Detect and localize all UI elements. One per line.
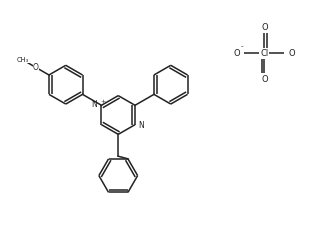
Text: +: + <box>100 99 106 104</box>
Text: CH₃: CH₃ <box>17 57 29 63</box>
Text: O: O <box>33 63 39 72</box>
Text: -: - <box>240 43 243 50</box>
Text: O: O <box>289 49 295 58</box>
Text: N: N <box>92 100 98 109</box>
Text: O: O <box>261 75 268 84</box>
Text: O: O <box>261 23 268 32</box>
Text: Cl: Cl <box>260 49 268 58</box>
Text: O: O <box>233 49 240 58</box>
Text: N: N <box>138 121 144 130</box>
